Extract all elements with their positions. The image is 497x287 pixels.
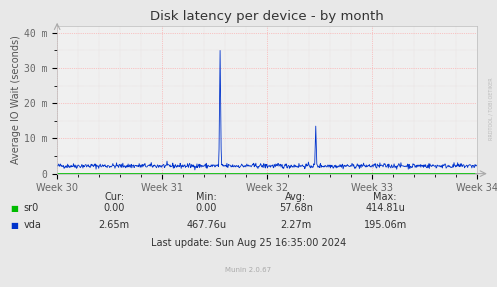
Text: RRDTOOL / TOBI OETIKER: RRDTOOL / TOBI OETIKER bbox=[488, 78, 493, 140]
Title: Disk latency per device - by month: Disk latency per device - by month bbox=[150, 10, 384, 23]
Text: ■: ■ bbox=[10, 203, 18, 213]
Text: 0.00: 0.00 bbox=[195, 203, 217, 213]
Y-axis label: Average IO Wait (seconds): Average IO Wait (seconds) bbox=[11, 35, 21, 164]
Text: ■: ■ bbox=[10, 221, 18, 230]
Text: 414.81u: 414.81u bbox=[365, 203, 405, 213]
Text: 467.76u: 467.76u bbox=[186, 220, 226, 230]
Text: 2.27m: 2.27m bbox=[280, 220, 311, 230]
Text: Last update: Sun Aug 25 16:35:00 2024: Last update: Sun Aug 25 16:35:00 2024 bbox=[151, 238, 346, 247]
Text: Max:: Max: bbox=[373, 192, 397, 201]
Text: Cur:: Cur: bbox=[104, 192, 124, 201]
Text: sr0: sr0 bbox=[24, 203, 39, 213]
Text: 2.65m: 2.65m bbox=[99, 220, 130, 230]
Text: 0.00: 0.00 bbox=[103, 203, 125, 213]
Text: Min:: Min: bbox=[196, 192, 217, 201]
Text: vda: vda bbox=[24, 220, 42, 230]
Text: 195.06m: 195.06m bbox=[363, 220, 407, 230]
Text: 57.68n: 57.68n bbox=[279, 203, 313, 213]
Text: Avg:: Avg: bbox=[285, 192, 306, 201]
Text: Munin 2.0.67: Munin 2.0.67 bbox=[226, 267, 271, 273]
